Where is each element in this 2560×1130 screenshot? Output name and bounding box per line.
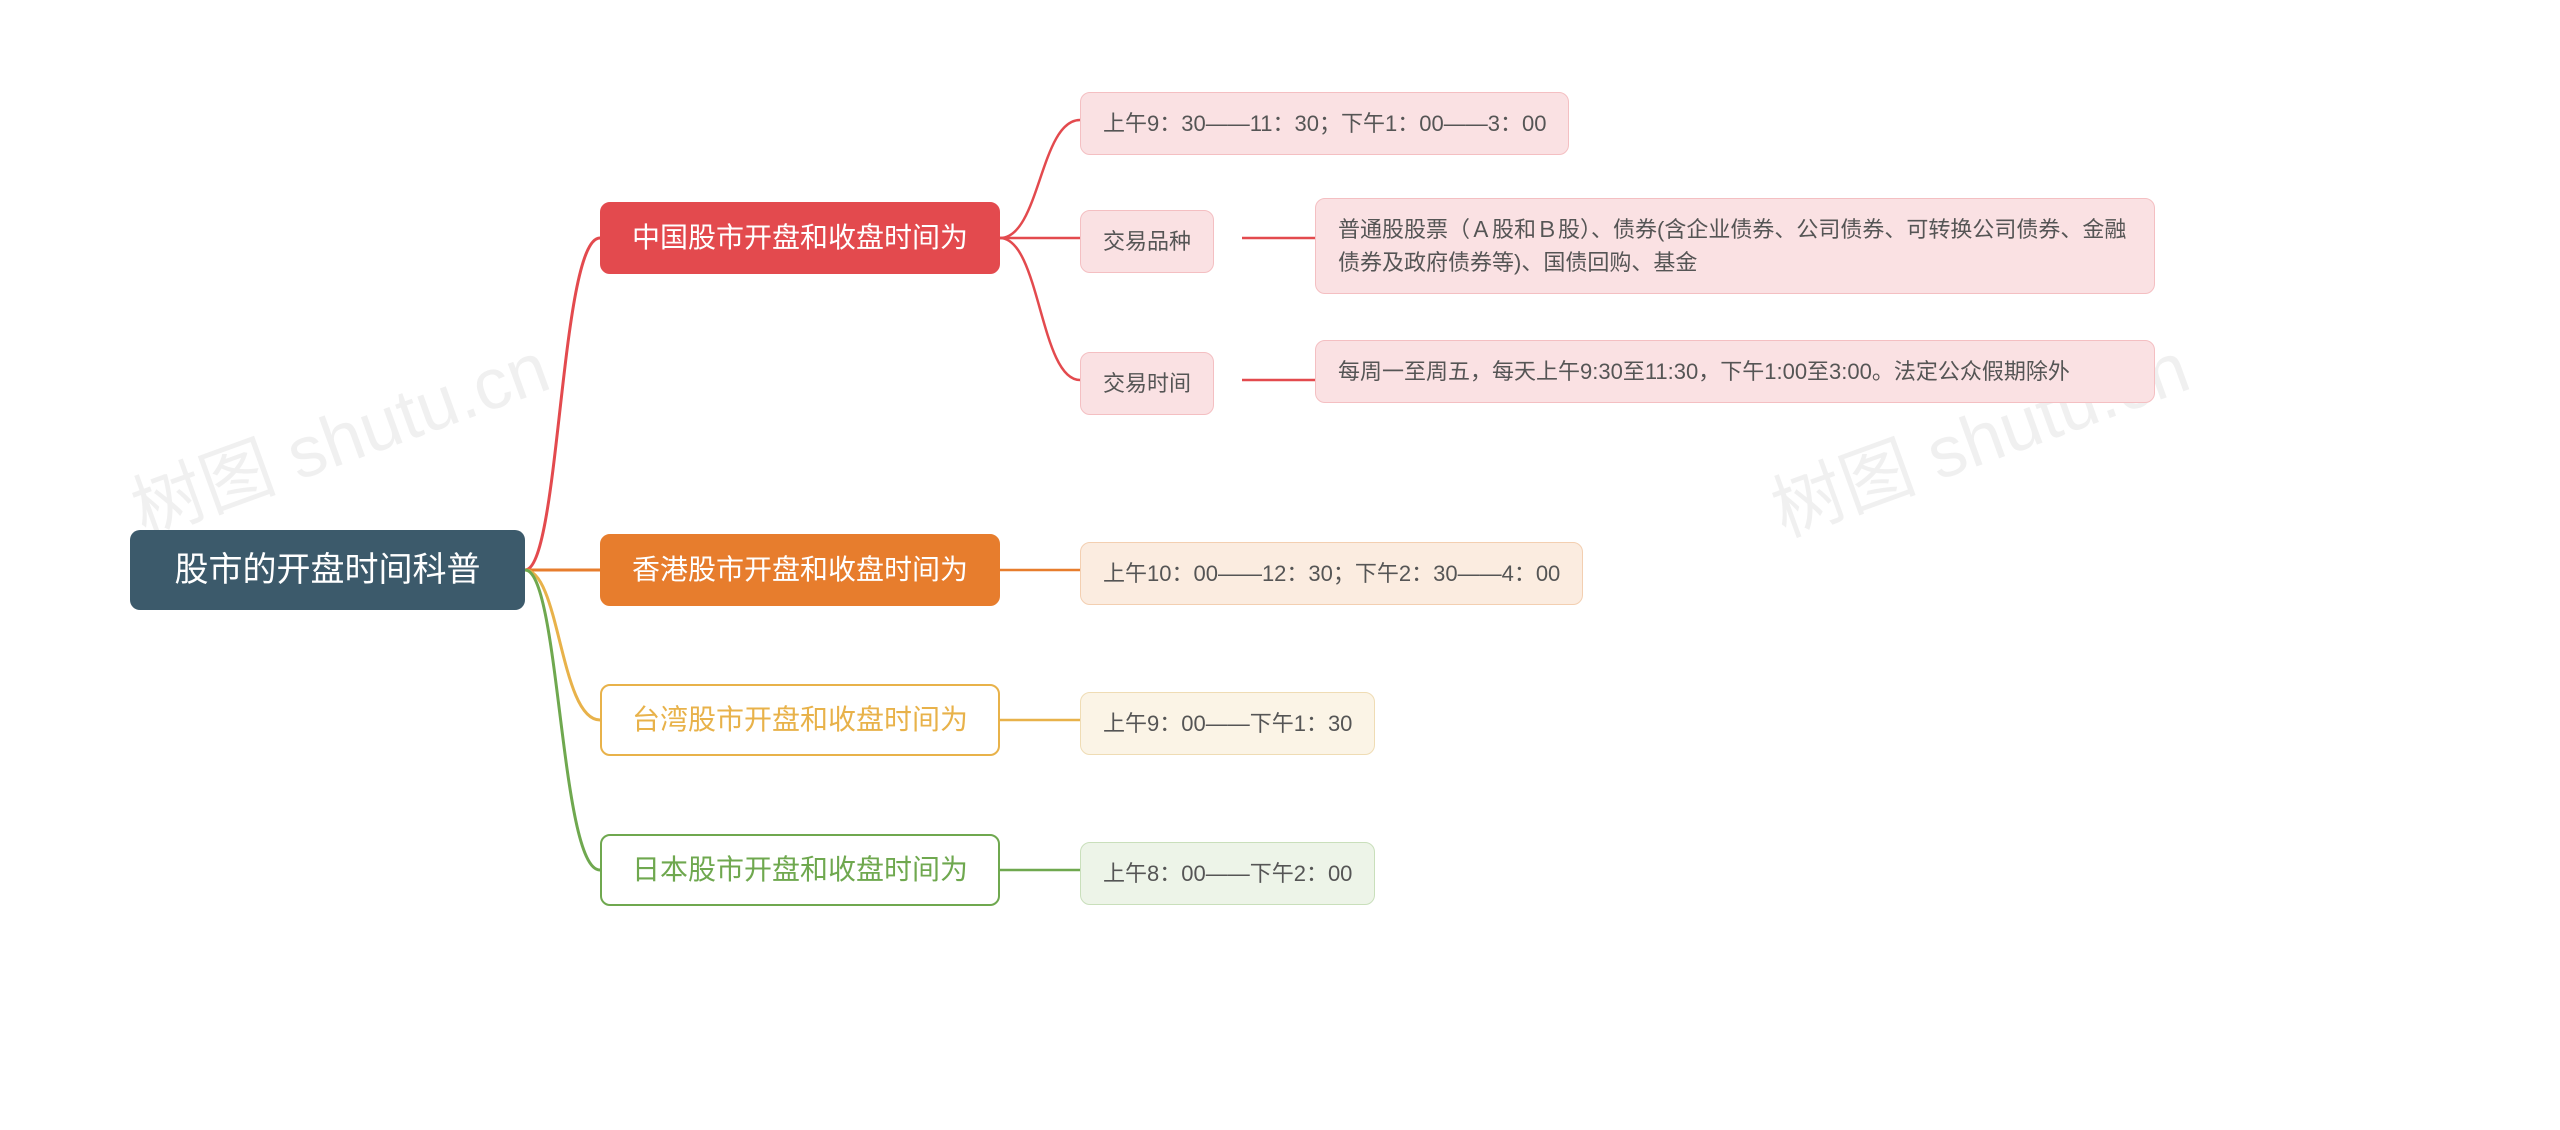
china-leaf-products: 交易品种 [1080, 210, 1214, 273]
tw-leaf-hours: 上午9：00——下午1：30 [1080, 692, 1375, 755]
branch-hk-label: 香港股市开盘和收盘时间为 [632, 549, 968, 591]
hk-leaf-hours: 上午10：00——12：30；下午2：30——4：00 [1080, 542, 1583, 605]
china-leaf-tradetime-text: 交易时间 [1103, 367, 1191, 400]
branch-jp: 日本股市开盘和收盘时间为 [600, 834, 1000, 906]
jp-leaf-hours-text: 上午8：00——下午2：00 [1103, 857, 1352, 890]
china-leaf-hours-text: 上午9：30——11：30；下午1：00——3：00 [1103, 107, 1546, 140]
branch-tw-label: 台湾股市开盘和收盘时间为 [632, 699, 968, 741]
china-leaf-tradetime: 交易时间 [1080, 352, 1214, 415]
root-node: 股市的开盘时间科普 [130, 530, 525, 610]
china-leaf-products-detail-text: 普通股股票（Ａ股和Ｂ股）、债券(含企业债券、公司债券、可转换公司债券、金融债券及… [1338, 213, 2132, 279]
tw-leaf-hours-text: 上午9：00——下午1：30 [1103, 707, 1352, 740]
branch-hk: 香港股市开盘和收盘时间为 [600, 534, 1000, 606]
china-leaf-products-detail: 普通股股票（Ａ股和Ｂ股）、债券(含企业债券、公司债券、可转换公司债券、金融债券及… [1315, 198, 2155, 294]
jp-leaf-hours: 上午8：00——下午2：00 [1080, 842, 1375, 905]
root-label: 股市的开盘时间科普 [175, 545, 481, 596]
branch-tw: 台湾股市开盘和收盘时间为 [600, 684, 1000, 756]
china-leaf-tradetime-detail: 每周一至周五，每天上午9:30至11:30，下午1:00至3:00。法定公众假期… [1315, 340, 2155, 403]
china-leaf-products-text: 交易品种 [1103, 225, 1191, 258]
hk-leaf-hours-text: 上午10：00——12：30；下午2：30——4：00 [1103, 557, 1560, 590]
mindmap-canvas: 股市的开盘时间科普 中国股市开盘和收盘时间为 上午9：30——11：30；下午1… [130, 100, 2430, 1030]
china-leaf-tradetime-detail-text: 每周一至周五，每天上午9:30至11:30，下午1:00至3:00。法定公众假期… [1338, 355, 2070, 388]
branch-china: 中国股市开盘和收盘时间为 [600, 202, 1000, 274]
branch-china-label: 中国股市开盘和收盘时间为 [632, 217, 968, 259]
branch-jp-label: 日本股市开盘和收盘时间为 [632, 849, 968, 891]
china-leaf-hours: 上午9：30——11：30；下午1：00——3：00 [1080, 92, 1569, 155]
